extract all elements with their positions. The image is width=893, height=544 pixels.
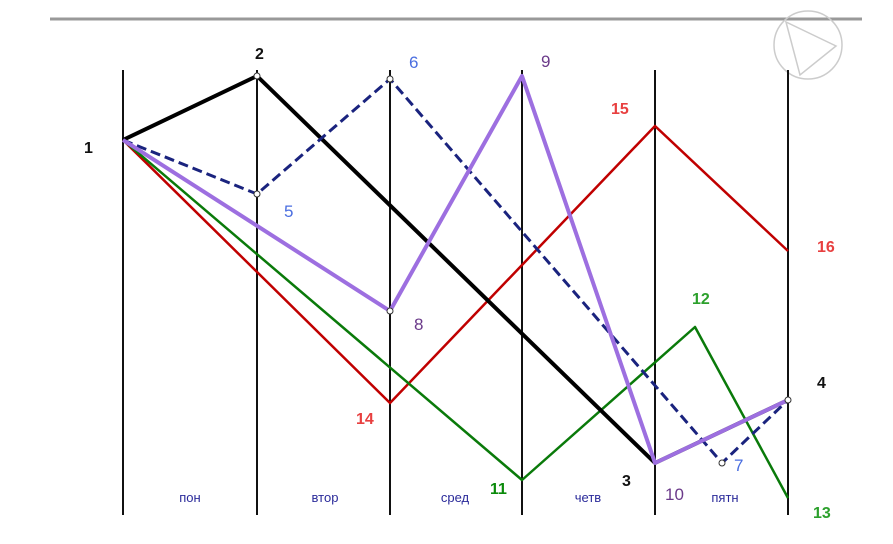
- day-label: четв: [575, 490, 602, 505]
- day-label: пятн: [711, 490, 738, 505]
- point-label: 7: [734, 456, 743, 475]
- day-dividers: [122, 70, 789, 515]
- point-label: 5: [284, 202, 293, 221]
- black-path: [122, 74, 789, 465]
- point-label: 16: [817, 239, 835, 256]
- point-label: 10: [665, 485, 684, 504]
- point-label: 3: [622, 473, 631, 490]
- point-label: 15: [611, 101, 629, 118]
- point-label: 12: [692, 291, 710, 308]
- day-label: пон: [179, 490, 200, 505]
- purple-path: [121, 74, 789, 465]
- logo: [773, 10, 843, 80]
- day-label: сред: [441, 490, 470, 505]
- point-label: 4: [817, 375, 826, 392]
- point-label: 2: [255, 46, 264, 63]
- point-label: 8: [414, 315, 423, 334]
- red-path: [122, 124, 789, 405]
- point-label: 9: [541, 52, 550, 71]
- day-label: втор: [312, 490, 339, 505]
- green-path: [122, 139, 790, 499]
- point-label: 13: [813, 505, 831, 522]
- vertices: [253, 72, 792, 467]
- point-label: 11: [490, 481, 507, 498]
- point-label: 1: [84, 140, 93, 157]
- point-label: 14: [356, 411, 374, 428]
- point-label: 6: [409, 53, 418, 72]
